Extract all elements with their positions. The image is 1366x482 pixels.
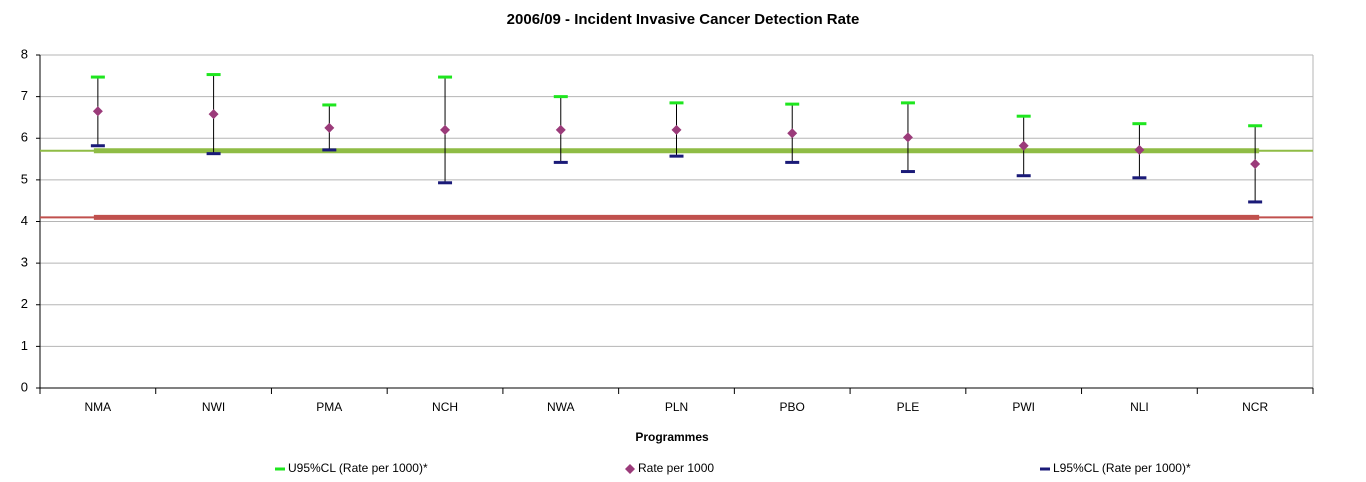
x-tick-label: PWI: [1012, 400, 1035, 414]
legend-marker: [625, 464, 635, 474]
rate-marker: [92, 106, 103, 117]
y-tick-label: 7: [21, 88, 28, 103]
rate-marker: [440, 124, 451, 135]
y-tick-label: 8: [21, 46, 28, 61]
chart-title: 2006/09 - Incident Invasive Cancer Detec…: [507, 11, 860, 28]
x-tick-label: PLE: [897, 400, 920, 414]
x-tick-label: NCR: [1242, 400, 1268, 414]
rate-marker: [787, 128, 798, 139]
rate-marker: [671, 124, 682, 135]
legend-label: L95%CL (Rate per 1000)*: [1053, 461, 1191, 475]
x-tick-label: NLI: [1130, 400, 1149, 414]
x-tick-label: NCH: [432, 400, 458, 414]
y-tick-label: 4: [21, 213, 28, 228]
rate-marker: [1018, 140, 1029, 151]
legend-label: Rate per 1000: [638, 461, 714, 475]
rate-marker: [1250, 159, 1261, 170]
x-tick-label: PMA: [316, 400, 342, 414]
y-tick-label: 3: [21, 255, 28, 270]
x-axis-label: Programmes: [635, 430, 709, 444]
legend-label: U95%CL (Rate per 1000)*: [288, 461, 428, 475]
y-tick-label: 5: [21, 171, 28, 186]
rate-marker: [1134, 144, 1145, 155]
y-tick-label: 1: [21, 338, 28, 353]
rate-marker: [208, 109, 219, 120]
x-tick-label: NWA: [547, 400, 575, 414]
x-tick-label: PLN: [665, 400, 688, 414]
rate-marker: [555, 124, 566, 135]
y-tick-label: 2: [21, 296, 28, 311]
rate-marker: [902, 132, 913, 143]
y-tick-label: 0: [21, 379, 28, 394]
x-tick-label: PBO: [780, 400, 805, 414]
y-tick-label: 6: [21, 130, 28, 145]
x-tick-label: NMA: [85, 400, 112, 414]
x-tick-label: NWI: [202, 400, 225, 414]
rate-marker: [324, 122, 335, 133]
